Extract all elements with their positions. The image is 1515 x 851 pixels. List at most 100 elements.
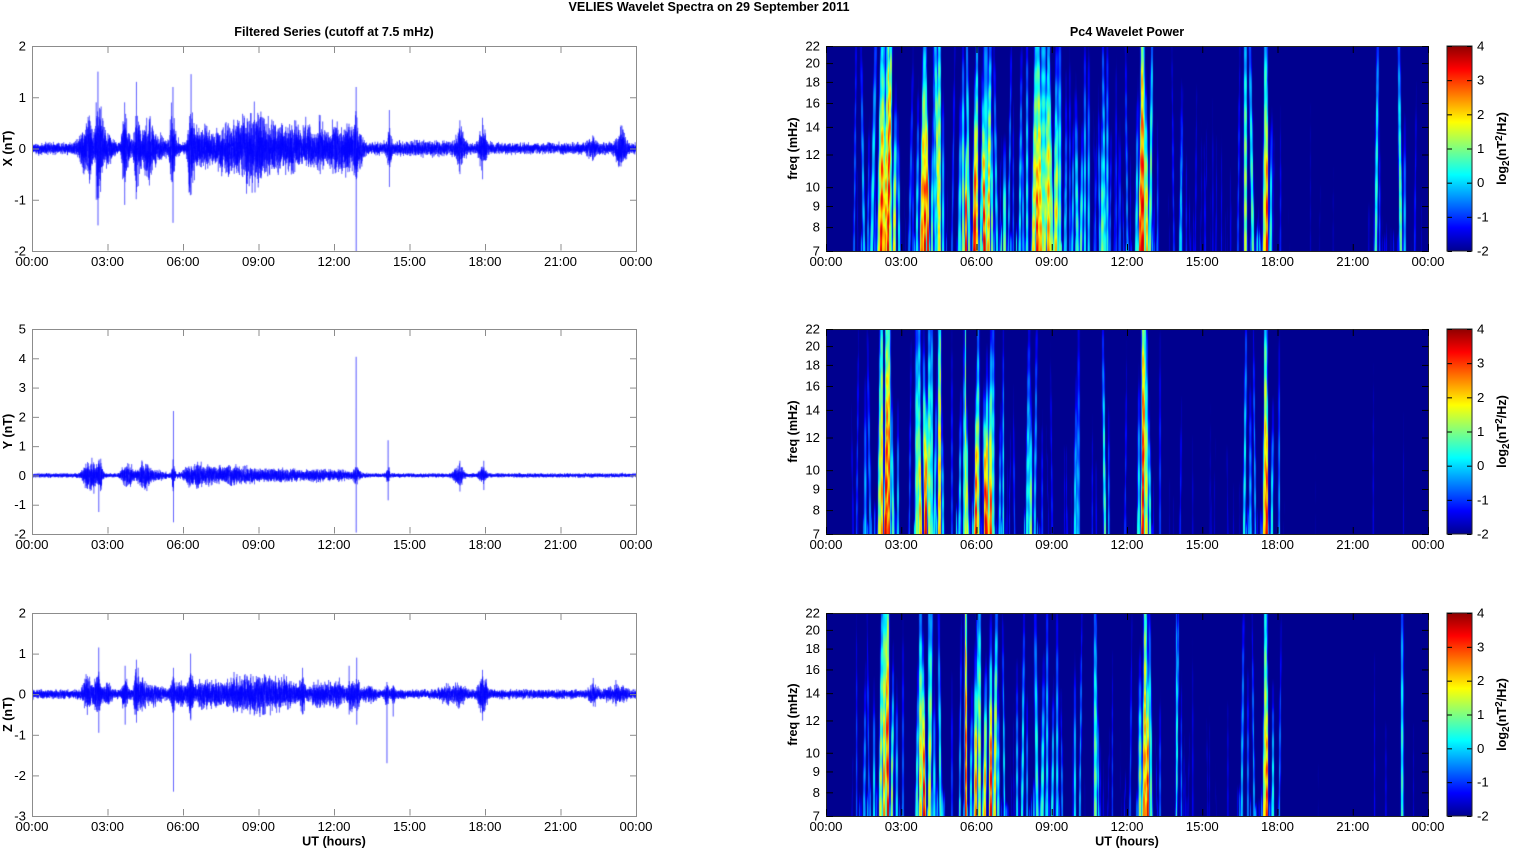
svg-text:16: 16 (805, 662, 820, 677)
svg-text:10: 10 (805, 180, 820, 195)
svg-text:1: 1 (19, 439, 26, 454)
svg-text:8: 8 (813, 220, 820, 235)
svg-text:10: 10 (805, 463, 820, 478)
svg-text:freq (mHz): freq (mHz) (786, 683, 800, 745)
svg-text:06:00: 06:00 (166, 537, 199, 552)
svg-text:0: 0 (1477, 741, 1484, 756)
svg-text:18: 18 (805, 357, 820, 372)
svg-text:4: 4 (19, 351, 26, 366)
svg-text:-1: -1 (14, 192, 26, 207)
svg-text:15:00: 15:00 (393, 819, 426, 834)
svg-text:09:00: 09:00 (1035, 537, 1068, 552)
svg-text:2: 2 (1477, 390, 1484, 405)
svg-text:2: 2 (1477, 107, 1484, 122)
svg-text:21:00: 21:00 (1336, 537, 1369, 552)
svg-text:12:00: 12:00 (317, 819, 350, 834)
svg-text:Pc4 Wavelet Power: Pc4 Wavelet Power (1070, 25, 1184, 39)
svg-text:log2(nT2/Hz): log2(nT2/Hz) (1494, 395, 1512, 468)
svg-text:1: 1 (19, 646, 26, 661)
svg-text:18:00: 18:00 (1261, 254, 1294, 269)
svg-text:15:00: 15:00 (1186, 537, 1219, 552)
svg-text:06:00: 06:00 (960, 819, 993, 834)
svg-text:03:00: 03:00 (91, 537, 124, 552)
svg-text:09:00: 09:00 (242, 537, 275, 552)
svg-text:03:00: 03:00 (91, 254, 124, 269)
svg-text:00:00: 00:00 (15, 537, 48, 552)
svg-text:0: 0 (1477, 175, 1484, 190)
svg-text:-2: -2 (14, 244, 26, 259)
svg-text:00:00: 00:00 (809, 254, 842, 269)
svg-text:3: 3 (1477, 639, 1484, 654)
svg-text:09:00: 09:00 (1035, 819, 1068, 834)
svg-text:09:00: 09:00 (1035, 254, 1068, 269)
svg-text:09:00: 09:00 (242, 819, 275, 834)
svg-text:00:00: 00:00 (1411, 537, 1444, 552)
svg-text:18:00: 18:00 (468, 254, 501, 269)
svg-text:VELIES Wavelet Spectra on 29 S: VELIES Wavelet Spectra on 29 September 2… (569, 0, 850, 14)
svg-text:14: 14 (805, 686, 820, 701)
svg-text:18:00: 18:00 (1261, 537, 1294, 552)
svg-text:03:00: 03:00 (91, 819, 124, 834)
svg-text:-2: -2 (1477, 244, 1489, 259)
svg-text:14: 14 (805, 119, 820, 134)
svg-text:22: 22 (805, 322, 820, 337)
svg-text:20: 20 (805, 56, 820, 71)
svg-text:18: 18 (805, 641, 820, 656)
svg-text:freq (mHz): freq (mHz) (786, 117, 800, 179)
svg-text:21:00: 21:00 (1336, 819, 1369, 834)
svg-text:12: 12 (805, 147, 820, 162)
svg-text:18:00: 18:00 (1261, 819, 1294, 834)
svg-text:log2(nT2/Hz): log2(nT2/Hz) (1494, 112, 1512, 185)
svg-text:06:00: 06:00 (960, 537, 993, 552)
svg-text:7: 7 (813, 527, 820, 542)
svg-text:2: 2 (19, 606, 26, 621)
svg-text:06:00: 06:00 (960, 254, 993, 269)
svg-text:-1: -1 (14, 497, 26, 512)
svg-text:4: 4 (1477, 606, 1484, 621)
svg-text:20: 20 (805, 622, 820, 637)
svg-text:-1: -1 (1477, 492, 1489, 507)
svg-text:15:00: 15:00 (1186, 819, 1219, 834)
svg-text:-1: -1 (1477, 209, 1489, 224)
svg-text:12:00: 12:00 (317, 254, 350, 269)
svg-text:03:00: 03:00 (885, 254, 918, 269)
svg-text:-1: -1 (14, 727, 26, 742)
svg-text:22: 22 (805, 606, 820, 621)
svg-text:16: 16 (805, 379, 820, 394)
svg-text:-2: -2 (1477, 527, 1489, 542)
svg-text:00:00: 00:00 (15, 819, 48, 834)
svg-text:Filtered Series (cutoff at 7.5: Filtered Series (cutoff at 7.5 mHz) (234, 25, 433, 39)
svg-text:12:00: 12:00 (317, 537, 350, 552)
svg-text:1: 1 (1477, 141, 1484, 156)
svg-text:20: 20 (805, 339, 820, 354)
svg-text:8: 8 (813, 503, 820, 518)
svg-text:3: 3 (1477, 73, 1484, 88)
svg-text:00:00: 00:00 (619, 254, 652, 269)
svg-text:9: 9 (813, 482, 820, 497)
svg-text:X (nT): X (nT) (1, 131, 15, 167)
svg-text:log2(nT2/Hz): log2(nT2/Hz) (1494, 678, 1512, 751)
svg-text:freq (mHz): freq (mHz) (786, 400, 800, 462)
svg-text:18: 18 (805, 74, 820, 89)
svg-text:03:00: 03:00 (885, 819, 918, 834)
svg-text:12:00: 12:00 (1110, 254, 1143, 269)
svg-text:15:00: 15:00 (393, 537, 426, 552)
svg-text:8: 8 (813, 785, 820, 800)
svg-text:2: 2 (19, 409, 26, 424)
svg-text:16: 16 (805, 96, 820, 111)
svg-text:00:00: 00:00 (619, 537, 652, 552)
svg-text:1: 1 (1477, 424, 1484, 439)
svg-text:UT (hours): UT (hours) (302, 835, 366, 849)
svg-text:12:00: 12:00 (1110, 537, 1143, 552)
svg-text:2: 2 (19, 39, 26, 54)
svg-text:14: 14 (805, 402, 820, 417)
svg-text:03:00: 03:00 (885, 537, 918, 552)
svg-text:12: 12 (805, 430, 820, 445)
svg-text:18:00: 18:00 (468, 819, 501, 834)
svg-text:12:00: 12:00 (1110, 819, 1143, 834)
svg-text:-2: -2 (14, 527, 26, 542)
svg-text:-1: -1 (1477, 775, 1489, 790)
svg-text:0: 0 (1477, 458, 1484, 473)
svg-text:00:00: 00:00 (1411, 819, 1444, 834)
svg-text:0: 0 (19, 687, 26, 702)
